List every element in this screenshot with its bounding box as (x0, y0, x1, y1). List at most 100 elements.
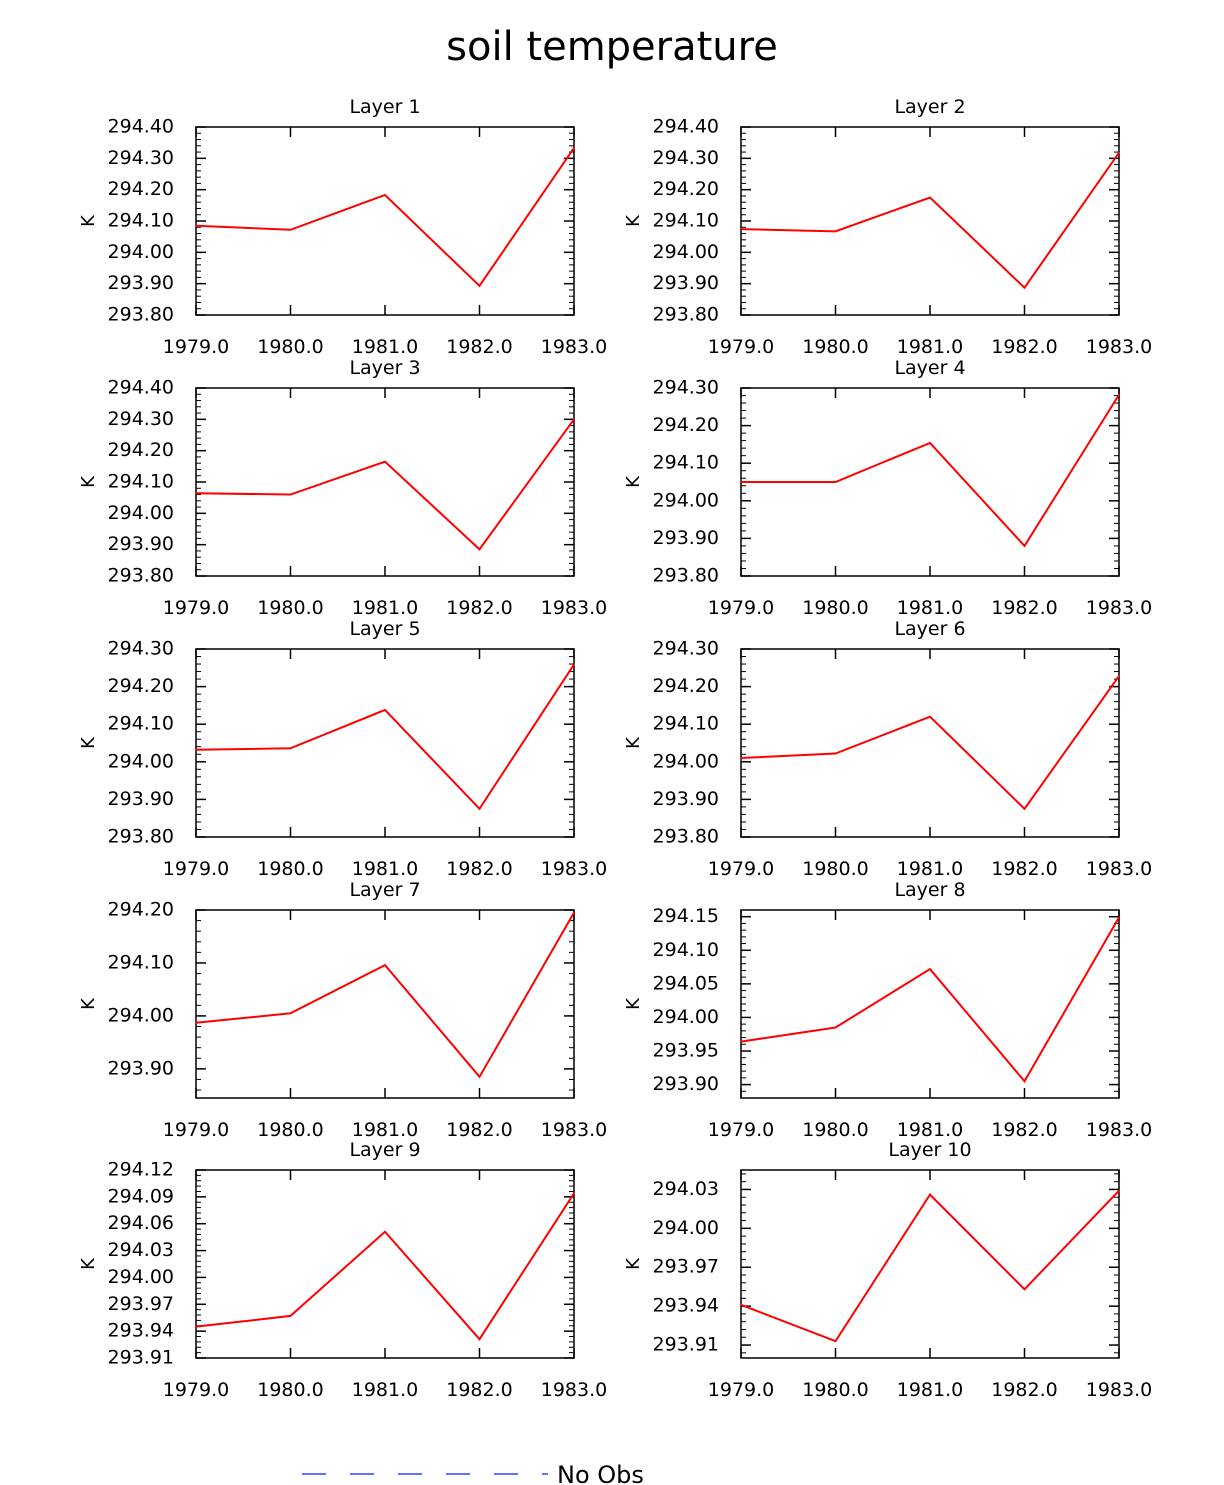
data-point (478, 1076, 481, 1078)
data-point (289, 228, 292, 231)
y-tick-label: 293.90 (653, 788, 719, 810)
panel-title: Layer 6 (894, 618, 965, 640)
y-tick-label: 294.00 (108, 241, 174, 263)
plot-frame (195, 1169, 575, 1359)
plot-frame (195, 126, 575, 316)
y-tick-label: 294.00 (108, 502, 174, 524)
y-tick-label: 294.40 (108, 116, 174, 138)
series-line (740, 1190, 1120, 1343)
chart-panel-layer-1: Layer 1 K 1979.0 1980.0 1981.0 1982.0 1983.0 29… (78, 96, 607, 358)
data-point (573, 663, 575, 666)
data-point (195, 492, 197, 495)
series-line (740, 675, 1120, 811)
chart-panel-layer-10: Layer 10 K 1979.0 1980.0 1981.0 1982.0 1983.0 2… (623, 1139, 1152, 1401)
y-tick-label: 293.80 (108, 304, 174, 326)
chart-panel-layer-6: Layer 6 K 1979.0 1980.0 1981.0 1982.0 1983.0 29… (623, 618, 1152, 880)
y-tick-label: 293.90 (653, 272, 719, 294)
y-tick-label: 294.40 (108, 377, 174, 399)
y-axis-label: K (623, 1257, 644, 1270)
x-tick-label: 1979.0 (163, 336, 229, 358)
data-point (289, 747, 292, 750)
x-tick-label: 1980.0 (257, 858, 323, 880)
data-point (929, 196, 931, 199)
x-tick-label: 1983.0 (541, 597, 607, 619)
y-tick-label: 293.80 (108, 826, 174, 848)
panel-title: Layer 7 (349, 879, 420, 901)
x-tick-label: 1981.0 (352, 858, 418, 880)
data-point (1023, 808, 1026, 810)
y-tick-label: 294.30 (653, 147, 719, 169)
series-line (740, 152, 1120, 290)
panel-title: Layer 2 (894, 96, 965, 118)
data-point (929, 442, 931, 444)
y-axis-label: K (78, 736, 99, 749)
data-point (1118, 393, 1120, 396)
y-tick-label: 294.00 (653, 241, 719, 263)
data-point (478, 808, 481, 810)
panel-title: Layer 4 (894, 357, 965, 379)
y-tick-label: 294.03 (108, 1239, 174, 1261)
x-tick-label: 1983.0 (541, 336, 607, 358)
plot-frame (195, 909, 575, 1099)
y-tick-label: 293.97 (108, 1293, 174, 1315)
x-tick-label: 1982.0 (991, 858, 1057, 880)
y-tick-label: 294.03 (653, 1178, 719, 1200)
data-point (384, 964, 386, 966)
x-tick-label: 1982.0 (446, 1119, 512, 1141)
x-tick-label: 1979.0 (708, 336, 774, 358)
y-tick-label: 293.94 (653, 1295, 719, 1317)
y-tick-label: 294.00 (108, 1004, 174, 1026)
y-tick-label: 293.90 (108, 1057, 174, 1079)
data-point (573, 911, 575, 914)
data-point (740, 1040, 742, 1043)
legend-no-obs-label: No Obs (557, 1461, 644, 1485)
y-tick-label: 294.05 (653, 972, 719, 994)
y-tick-label: 294.00 (653, 489, 719, 511)
series-line (740, 916, 1120, 1083)
y-tick-label: 294.10 (653, 452, 719, 474)
data-point (289, 1012, 292, 1015)
y-tick-label: 294.00 (108, 750, 174, 772)
x-tick-label: 1980.0 (257, 1119, 323, 1141)
data-point (573, 147, 575, 149)
y-tick-label: 294.20 (108, 439, 174, 461)
data-point (929, 1193, 931, 1196)
y-axis-label: K (623, 736, 644, 749)
plot-frame (195, 648, 575, 838)
data-point (573, 1192, 575, 1195)
y-tick-label: 294.10 (653, 210, 719, 232)
y-tick-label: 294.30 (653, 377, 719, 399)
y-tick-label: 294.10 (108, 210, 174, 232)
x-tick-label: 1979.0 (163, 1379, 229, 1401)
x-tick-label: 1981.0 (897, 1379, 963, 1401)
panel-title: Layer 1 (349, 96, 420, 118)
y-tick-label: 293.80 (653, 826, 719, 848)
y-tick-label: 293.90 (108, 272, 174, 294)
y-tick-label: 294.20 (653, 178, 719, 200)
x-tick-label: 1980.0 (257, 597, 323, 619)
data-point (573, 418, 575, 421)
data-point (929, 968, 931, 970)
chart-panel-layer-8: Layer 8 K 1979.0 1980.0 1981.0 1982.0 1983.0 29… (623, 879, 1152, 1141)
x-tick-label: 1983.0 (1086, 597, 1152, 619)
x-tick-label: 1981.0 (897, 597, 963, 619)
y-tick-label: 294.00 (653, 750, 719, 772)
x-tick-label: 1979.0 (163, 1119, 229, 1141)
plot-frame (740, 1169, 1120, 1359)
x-tick-label: 1983.0 (541, 1379, 607, 1401)
x-tick-label: 1983.0 (1086, 858, 1152, 880)
y-tick-label: 293.90 (108, 533, 174, 555)
chart-panel-layer-3: Layer 3 K 1979.0 1980.0 1981.0 1982.0 1983.0 29… (78, 357, 607, 619)
data-point (478, 1338, 481, 1340)
data-point (740, 481, 742, 483)
data-point (289, 493, 292, 496)
y-tick-label: 294.15 (653, 905, 719, 927)
y-tick-label: 294.20 (108, 675, 174, 697)
plot-frame (195, 387, 575, 577)
y-axis-label: K (78, 475, 99, 488)
x-tick-label: 1981.0 (897, 1119, 963, 1141)
data-point (740, 757, 742, 759)
x-tick-label: 1983.0 (541, 1119, 607, 1141)
x-tick-label: 1983.0 (1086, 336, 1152, 358)
data-point (384, 194, 386, 196)
